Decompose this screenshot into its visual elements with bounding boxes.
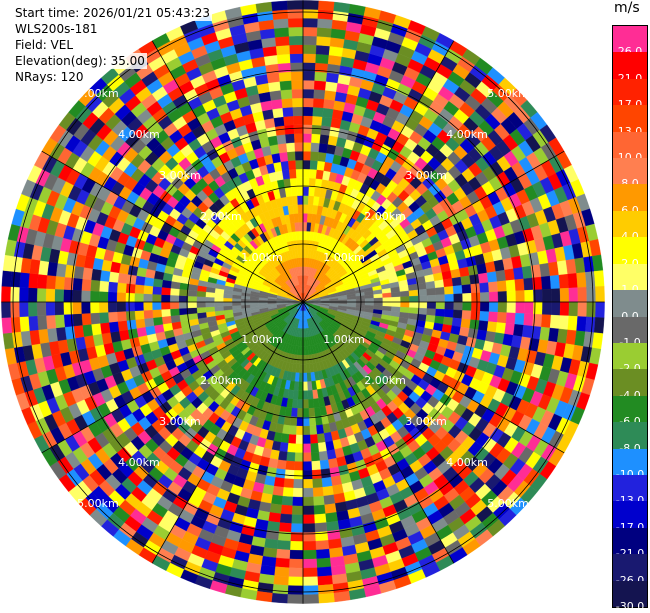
ring-label: 5.00km [77,497,119,510]
colorbar-segment [613,105,647,133]
colorbar-segment [613,422,647,450]
colorbar-segment [613,342,647,370]
colorbar-segment [613,158,647,185]
ring-label: 4.00km [446,456,488,469]
start-time-text: Start time: 2026/01/21 05:43:23 [13,5,212,21]
colorbar-segment [613,580,647,608]
info-panel: Start time: 2026/01/21 05:43:23 WLS200s-… [13,5,212,85]
colorbar-segment [613,474,647,502]
instrument-text: WLS200s-181 [13,21,100,37]
azimuth-spoke [41,150,304,303]
colorbar-segment [613,290,647,317]
azimuth-spoke [151,40,304,303]
field-text: Field: VEL [13,37,76,53]
colorbar-segment [613,527,647,555]
nrays-text: NRays: 120 [13,69,86,85]
elevation-text: Elevation(deg): 35.00 [13,53,147,69]
ring-label: 2.00km [200,210,242,223]
colorbar-segment [613,263,647,291]
ppi-plot: 1.00km 1.00km 1.00km 1.00km 2.00km 2.00km 2.00… [1,0,605,604]
colorbar-segment [613,554,647,582]
azimuth-spoke [41,301,304,454]
azimuth-spoke [151,301,304,564]
ppi-gates [1,0,605,604]
colorbar-segment [613,395,647,423]
ring-label: 5.00km [487,497,529,510]
ring-label: 4.00km [446,128,488,141]
ring-label: 1.00km [323,333,365,346]
ring-label: 2.00km [200,374,242,387]
colorbar: 26.021.017.013.010.08.06.04.02.01.00.0-1… [612,25,648,613]
colorbar-tick-label: -30.0 [615,600,645,613]
colorbar-segment [613,26,647,53]
ring-label: 1.00km [323,251,365,264]
colorbar-segment [613,501,647,529]
azimuth-spoke [302,301,455,564]
ring-label: 2.00km [364,210,406,223]
ring-label: 2.00km [364,374,406,387]
colorbar-segment [613,131,647,159]
ring-label: 1.00km [241,251,283,264]
colorbar-segment [613,210,647,238]
ring-label: 3.00km [159,169,201,182]
azimuth-spoke [302,150,565,303]
azimuth-spoke [302,301,565,454]
colorbar-segment [613,78,647,106]
ring-label: 5.00km [487,87,529,100]
colorbar-segment [613,237,647,265]
ring-label: 1.00km [241,333,283,346]
colorbar-segment [613,52,647,80]
colorbar-segment [613,369,647,397]
colorbar-segment [613,448,647,476]
ring-label: 5.00km [77,87,119,100]
azimuth-spoke [302,40,455,303]
ring-label: 4.00km [118,456,160,469]
colorbar-title: m/s [614,0,640,16]
ring-label: 3.00km [159,415,201,428]
colorbar-segment [613,184,647,212]
ring-label: 3.00km [405,415,447,428]
ring-label: 3.00km [405,169,447,182]
colorbar-segment [613,316,647,344]
ring-label: 4.00km [118,128,160,141]
